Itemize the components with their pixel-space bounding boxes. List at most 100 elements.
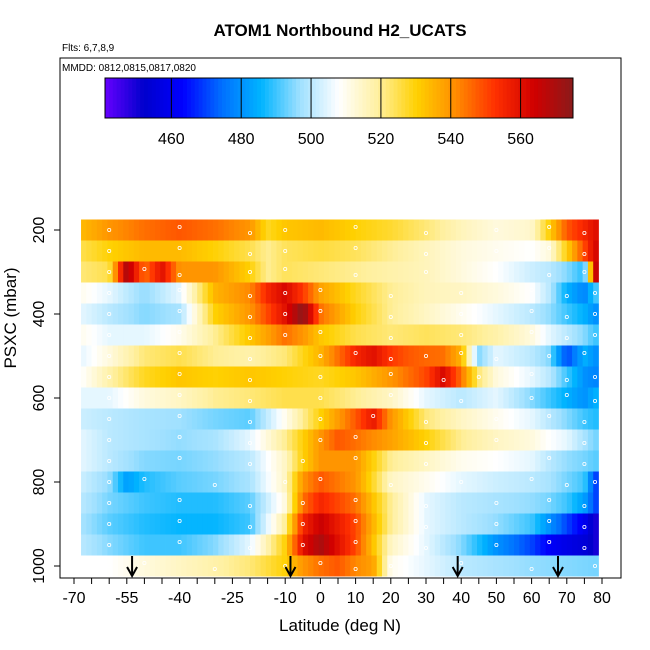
- heatmap-cell: [255, 387, 261, 409]
- heatmap-cell: [218, 366, 224, 388]
- heatmap-cell: [239, 345, 246, 367]
- heatmap-cell: [297, 555, 304, 577]
- sample-point: [423, 503, 428, 508]
- heatmap-cell: [176, 534, 182, 556]
- heatmap-cell: [593, 471, 599, 493]
- heatmap-cell: [413, 282, 420, 304]
- heatmap-cell: [450, 450, 457, 472]
- heatmap-cell: [471, 408, 478, 430]
- heatmap-cell: [461, 471, 467, 493]
- heatmap-cell: [128, 303, 135, 325]
- heatmap-cell: [170, 471, 177, 493]
- heatmap-cell: [165, 429, 172, 451]
- heatmap-cell: [292, 408, 298, 430]
- heatmap-cell: [556, 492, 562, 514]
- heatmap-cell: [107, 429, 114, 451]
- heatmap-cell: [176, 303, 182, 325]
- heatmap-cell: [228, 555, 235, 577]
- heatmap-cell: [207, 345, 214, 367]
- heatmap-cell: [165, 219, 172, 241]
- sample-point: [353, 567, 358, 572]
- heatmap-cell: [461, 534, 467, 556]
- heatmap-cell: [413, 429, 420, 451]
- heatmap-cell: [118, 450, 124, 472]
- heatmap-cell: [286, 534, 293, 556]
- heatmap-cell: [556, 513, 562, 535]
- heatmap-cell: [418, 261, 425, 283]
- heatmap-cell: [223, 429, 230, 451]
- heatmap-cell: [102, 408, 108, 430]
- heatmap-cell: [498, 303, 504, 325]
- heatmap-cell: [107, 282, 114, 304]
- sample-point: [177, 392, 182, 397]
- heatmap-cell: [587, 450, 594, 472]
- sample-point: [494, 522, 499, 527]
- heatmap-cell: [186, 240, 193, 262]
- heatmap-cell: [255, 366, 261, 388]
- sample-point: [107, 522, 112, 527]
- heatmap-cell: [366, 408, 372, 430]
- heatmap-cell: [133, 471, 140, 493]
- heatmap-cell: [593, 366, 599, 388]
- heatmap-cell: [123, 513, 129, 535]
- colorbar-swatch: [268, 78, 274, 118]
- heatmap-cell: [471, 345, 478, 367]
- heatmap-cell: [540, 408, 547, 430]
- heatmap-cell: [250, 387, 256, 409]
- heatmap-cell: [413, 534, 420, 556]
- heatmap-cell: [566, 450, 573, 472]
- heatmap-cell: [429, 408, 436, 430]
- sample-point: [547, 497, 552, 502]
- heatmap-cell: [339, 534, 346, 556]
- heatmap-cell: [392, 366, 399, 388]
- heatmap-cell: [170, 282, 177, 304]
- heatmap-cell: [313, 450, 320, 472]
- colorbar-swatch: [292, 78, 297, 118]
- heatmap-cell: [191, 555, 198, 577]
- heatmap-cell: [492, 408, 499, 430]
- heatmap-cell: [466, 408, 473, 430]
- heatmap-cell: [286, 429, 293, 451]
- heatmap-cell: [323, 450, 330, 472]
- heatmap-cell: [107, 408, 114, 430]
- heatmap-cell: [466, 345, 473, 367]
- heatmap-cell: [223, 534, 230, 556]
- heatmap-cell: [540, 534, 547, 556]
- heatmap-cell: [345, 408, 351, 430]
- colorbar-swatch: [300, 78, 305, 118]
- heatmap-cell: [334, 450, 341, 472]
- heatmap-cell: [197, 492, 203, 514]
- heatmap-cell: [492, 261, 499, 283]
- heatmap-cell: [334, 366, 341, 388]
- sample-point: [388, 356, 393, 361]
- heatmap-cell: [165, 534, 172, 556]
- heatmap-cell: [487, 492, 494, 514]
- heatmap-cell: [250, 492, 256, 514]
- heatmap-cell: [255, 261, 261, 283]
- heatmap-cell: [566, 282, 573, 304]
- heatmap-cell: [529, 408, 536, 430]
- heatmap-cell: [566, 303, 573, 325]
- chart-title: ATOM1 Northbound H2_UCATS: [213, 21, 466, 40]
- heatmap-cell: [482, 450, 488, 472]
- heatmap-cell: [392, 345, 399, 367]
- heatmap-cell: [302, 240, 309, 262]
- heatmap-cell: [149, 492, 156, 514]
- heatmap-cell: [191, 240, 198, 262]
- heatmap-cell: [213, 429, 219, 451]
- heatmap-cell: [519, 534, 525, 556]
- heatmap-cell: [482, 324, 488, 346]
- heatmap-cell: [91, 366, 98, 388]
- heatmap-cell: [466, 219, 473, 241]
- heatmap-cell: [397, 219, 404, 241]
- heatmap-cell: [450, 471, 457, 493]
- heatmap-cell: [466, 324, 473, 346]
- heatmap-cell: [577, 408, 584, 430]
- sample-point: [142, 561, 147, 566]
- heatmap-cell: [271, 219, 277, 241]
- heatmap-cell: [440, 450, 446, 472]
- heatmap-cell: [308, 219, 314, 241]
- heatmap-cell: [213, 387, 219, 409]
- heatmap-cell: [154, 555, 161, 577]
